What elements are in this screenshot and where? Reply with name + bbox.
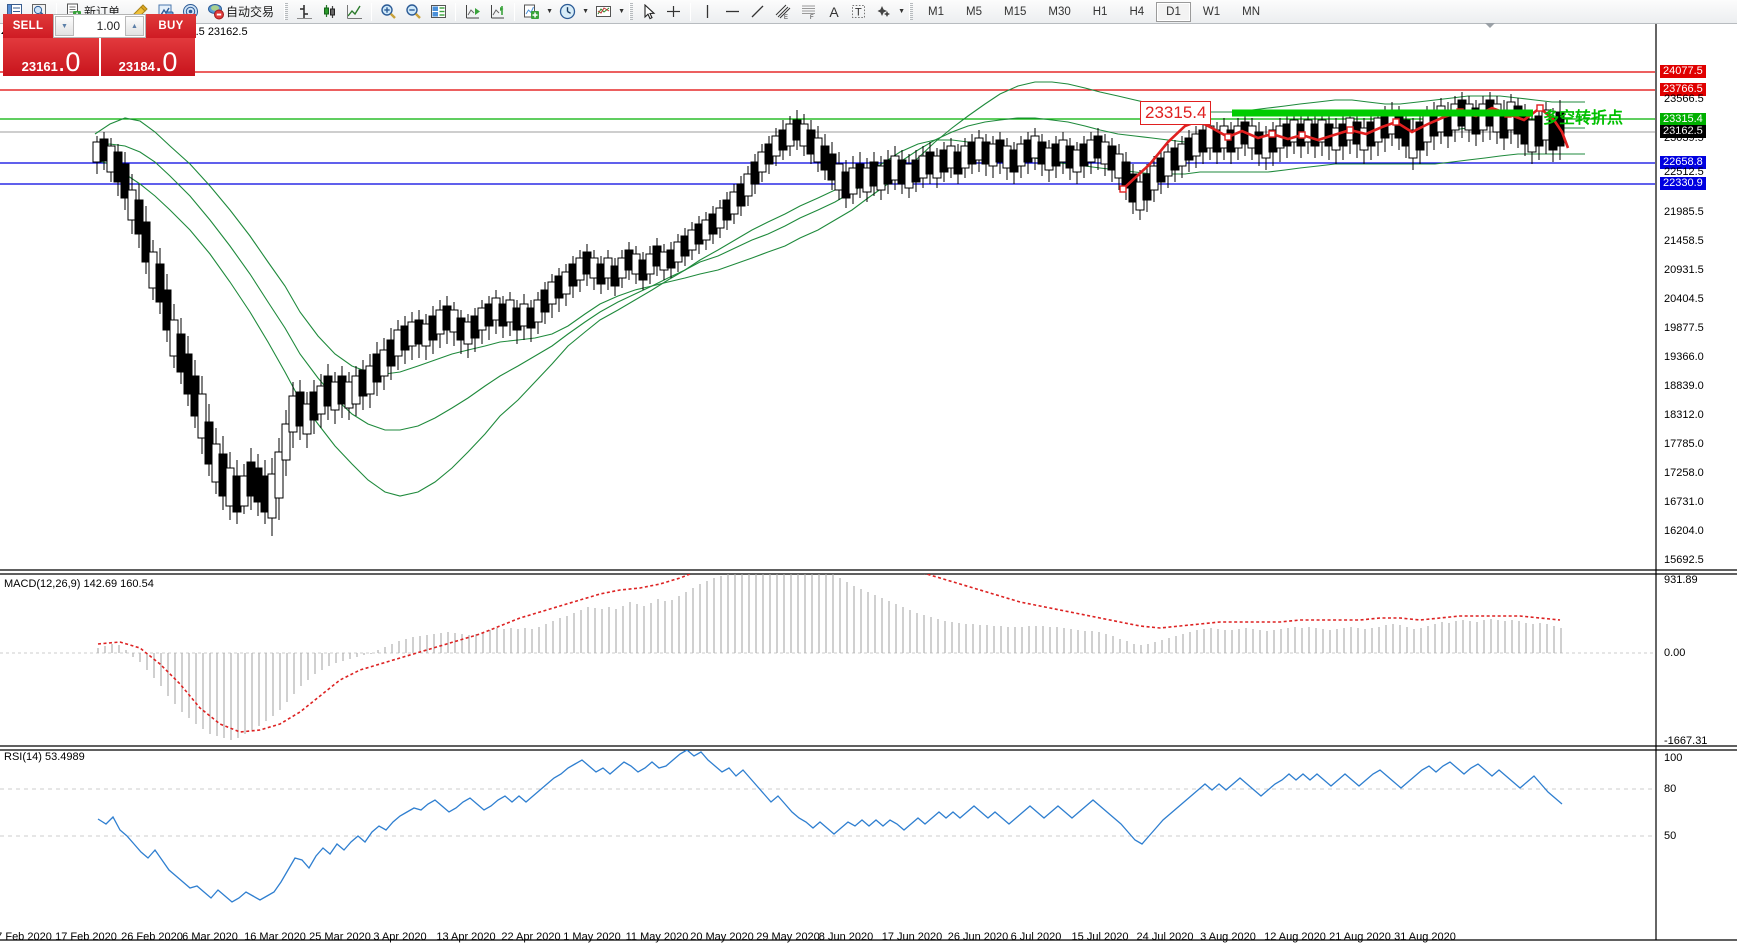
macd-signal-line xyxy=(97,574,1561,733)
toolbar-grip[interactable] xyxy=(284,3,289,20)
fibonacci-button[interactable]: F xyxy=(797,1,821,23)
horizontal-line-button[interactable] xyxy=(721,1,744,23)
price-annotation-box[interactable]: 23315.4 xyxy=(1140,101,1212,125)
chart-shift-button[interactable] xyxy=(427,1,450,23)
toolbar-separator xyxy=(514,2,516,21)
equidistant-channel-button[interactable]: E xyxy=(771,1,795,23)
trendline-icon xyxy=(751,5,764,18)
volume-increment-icon[interactable]: ▲ xyxy=(125,16,144,36)
chart-scroll-caret-icon[interactable] xyxy=(1485,23,1495,28)
templates-dropdown-arrow[interactable]: ▼ xyxy=(618,8,625,15)
text-label-button[interactable]: T xyxy=(847,1,870,23)
sell-price-decimal: .0 xyxy=(57,47,81,76)
bar-chart-button[interactable] xyxy=(293,1,316,23)
zoom-out-button[interactable] xyxy=(402,1,425,23)
horizontal-line-icon xyxy=(726,10,740,13)
timeframe-d1[interactable]: D1 xyxy=(1156,1,1191,22)
vertical-line-button[interactable] xyxy=(696,1,719,23)
toolbar-separator xyxy=(371,2,373,21)
chart-shift-icon xyxy=(431,5,447,18)
indicators-button[interactable] xyxy=(520,1,543,23)
autotrading-label: 自动交易 xyxy=(226,5,275,19)
main-toolbar: 新订单 自动交易 xyxy=(0,0,1737,24)
timeframe-m1[interactable]: M1 xyxy=(928,5,945,18)
sell-button[interactable]: 23161 .0 xyxy=(3,38,99,76)
zoom-out-icon xyxy=(406,4,421,19)
rsi-indicator-label: RSI(14) 53.4989 xyxy=(4,751,85,763)
zoom-in-icon xyxy=(381,4,396,19)
chart-shift-end-button[interactable] xyxy=(486,1,509,23)
buy-button[interactable]: 23184 .0 xyxy=(99,38,195,76)
sell-header[interactable]: SELL xyxy=(3,14,53,38)
macd-indicator-label: MACD(12,26,9) 142.69 160.54 xyxy=(4,578,154,590)
timeframe-m30[interactable]: M30 xyxy=(1048,5,1071,18)
timeframe-h1[interactable]: H1 xyxy=(1092,5,1108,18)
vertical-line-icon xyxy=(706,5,709,18)
candlestick-series xyxy=(92,92,1565,536)
buy-header[interactable]: BUY xyxy=(146,14,196,38)
cursor-icon xyxy=(643,3,655,19)
timeframe-m15[interactable]: M15 xyxy=(1004,5,1027,18)
bollinger-lower-band xyxy=(94,139,1585,497)
trade-panel-header-row: SELL ▼ 1.00 ▲ BUY xyxy=(3,14,196,38)
auto-scroll-icon xyxy=(466,5,481,19)
sell-price-integer: 23161 xyxy=(21,59,58,74)
volume-dropdown-icon[interactable]: ▼ xyxy=(55,16,74,36)
bar-chart-icon xyxy=(297,5,313,19)
autotrading-icon xyxy=(208,4,225,20)
periods-icon xyxy=(559,3,576,20)
indicators-dropdown-arrow[interactable]: ▼ xyxy=(546,8,553,15)
timeframe-m5[interactable]: M5 xyxy=(966,5,982,18)
autotrading-button[interactable]: 自动交易 xyxy=(204,1,281,23)
trendline-button[interactable] xyxy=(746,1,769,23)
turning-point-annotation[interactable]: 多空转折点 xyxy=(1543,110,1624,127)
crosshair-icon xyxy=(667,6,681,17)
one-click-trading-panel[interactable]: SELL ▼ 1.00 ▲ BUY 23161 .0 23184 .0 xyxy=(3,14,196,76)
cursor-button[interactable] xyxy=(638,1,660,23)
svg-text:E: E xyxy=(784,15,788,20)
toolbar-separator xyxy=(690,2,692,21)
line-chart-button[interactable] xyxy=(343,1,366,23)
templates-icon xyxy=(596,6,612,17)
toolbar-separator xyxy=(455,2,457,21)
toolbar-grip[interactable] xyxy=(629,3,634,20)
line-chart-icon xyxy=(347,5,363,19)
trade-panel-price-row: 23161 .0 23184 .0 xyxy=(3,38,196,76)
volume-value[interactable]: 1.00 xyxy=(96,19,120,33)
buy-price-decimal: .0 xyxy=(154,47,178,76)
volume-field[interactable]: ▼ 1.00 ▲ xyxy=(53,14,146,38)
timeframe-h4[interactable]: H4 xyxy=(1129,5,1145,18)
templates-button[interactable] xyxy=(592,1,615,23)
rsi-line xyxy=(97,750,1563,903)
candlestick-chart-icon xyxy=(324,5,336,18)
zoom-in-button[interactable] xyxy=(377,1,400,23)
toolbar-separator xyxy=(56,2,57,21)
text-icon: A xyxy=(829,3,839,20)
chart-shift-end-icon xyxy=(491,5,505,19)
chart-canvas-area[interactable]: JPN225-,Daily 23062.5 23307.5 22817.5 23… xyxy=(0,23,1737,945)
fibonacci-retracement-icon: F xyxy=(802,5,816,20)
objects-dropdown-arrow[interactable]: ▼ xyxy=(898,8,905,15)
svg-text:T: T xyxy=(855,7,862,19)
crosshair-button[interactable] xyxy=(662,1,685,23)
svg-text:F: F xyxy=(810,15,814,20)
bollinger-upper-band xyxy=(94,81,1585,375)
periods-dropdown-arrow[interactable]: ▼ xyxy=(582,8,589,15)
equidistant-channel-icon: E xyxy=(775,4,791,20)
timeframe-mn[interactable]: MN xyxy=(1242,5,1260,18)
candlestick-chart-button[interactable] xyxy=(318,1,341,23)
text-label-icon: T xyxy=(852,5,866,19)
buy-price-integer: 23184 xyxy=(118,59,155,74)
text-button[interactable]: A xyxy=(823,1,845,23)
objects-icon xyxy=(877,6,891,17)
macd-histogram xyxy=(97,574,1562,740)
timeframe-w1[interactable]: W1 xyxy=(1202,5,1221,18)
auto-scroll-button[interactable] xyxy=(461,1,484,23)
chart-graphics xyxy=(0,24,1737,941)
toolbar-grip[interactable] xyxy=(909,3,914,20)
indicators-icon xyxy=(524,4,540,19)
periods-button[interactable] xyxy=(556,1,579,23)
objects-button[interactable] xyxy=(872,1,895,23)
